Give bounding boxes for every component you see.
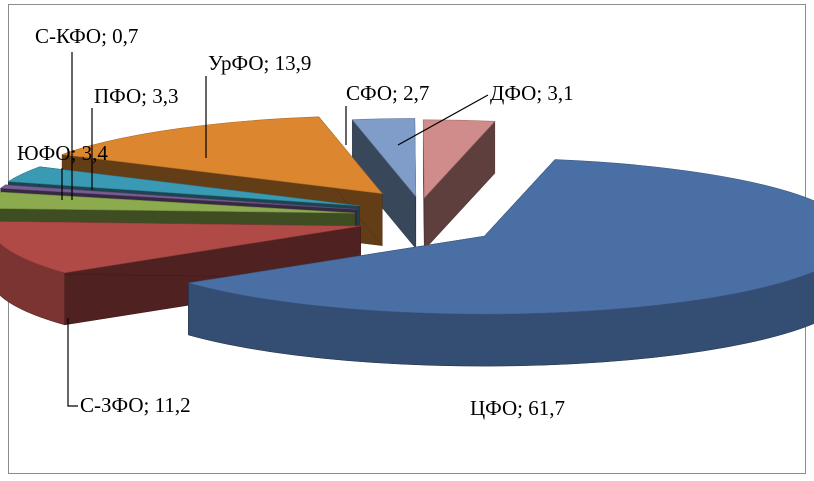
leader-line-с-зфо <box>67 318 78 407</box>
slice-урфо <box>61 116 383 195</box>
slice-labels: ЦФО; 61,7 С-ЗФО; 11,2 ЮФО; 3,4 С-КФО; 0,7 ПФ… <box>17 24 574 420</box>
data-label-урфо: УрФО; 13,9 <box>208 51 311 75</box>
data-label-с-зфо: С-ЗФО; 11,2 <box>80 393 191 417</box>
leader-lines <box>61 52 489 407</box>
slice-пфо <box>7 166 360 207</box>
pie-tops <box>0 116 814 315</box>
data-label-сфо: СФО; 2,7 <box>346 81 429 105</box>
leader-line-дфо <box>397 94 489 146</box>
slice-с-кфо <box>0 184 357 210</box>
data-label-пфо: ПФО; 3,3 <box>94 84 179 108</box>
data-label-цфо: ЦФО; 61,7 <box>470 396 565 420</box>
slice-с-зфо <box>0 221 361 274</box>
data-label-с-кфо: С-КФО; 0,7 <box>35 24 138 48</box>
data-label-юфо: ЮФО; 3,4 <box>17 141 108 165</box>
slice-сфо <box>351 118 417 198</box>
data-label-дфо: ДФО; 3,1 <box>490 81 574 105</box>
slice-дфо <box>422 119 496 199</box>
slice-цфо <box>188 159 814 315</box>
slice-юфо <box>0 191 355 214</box>
